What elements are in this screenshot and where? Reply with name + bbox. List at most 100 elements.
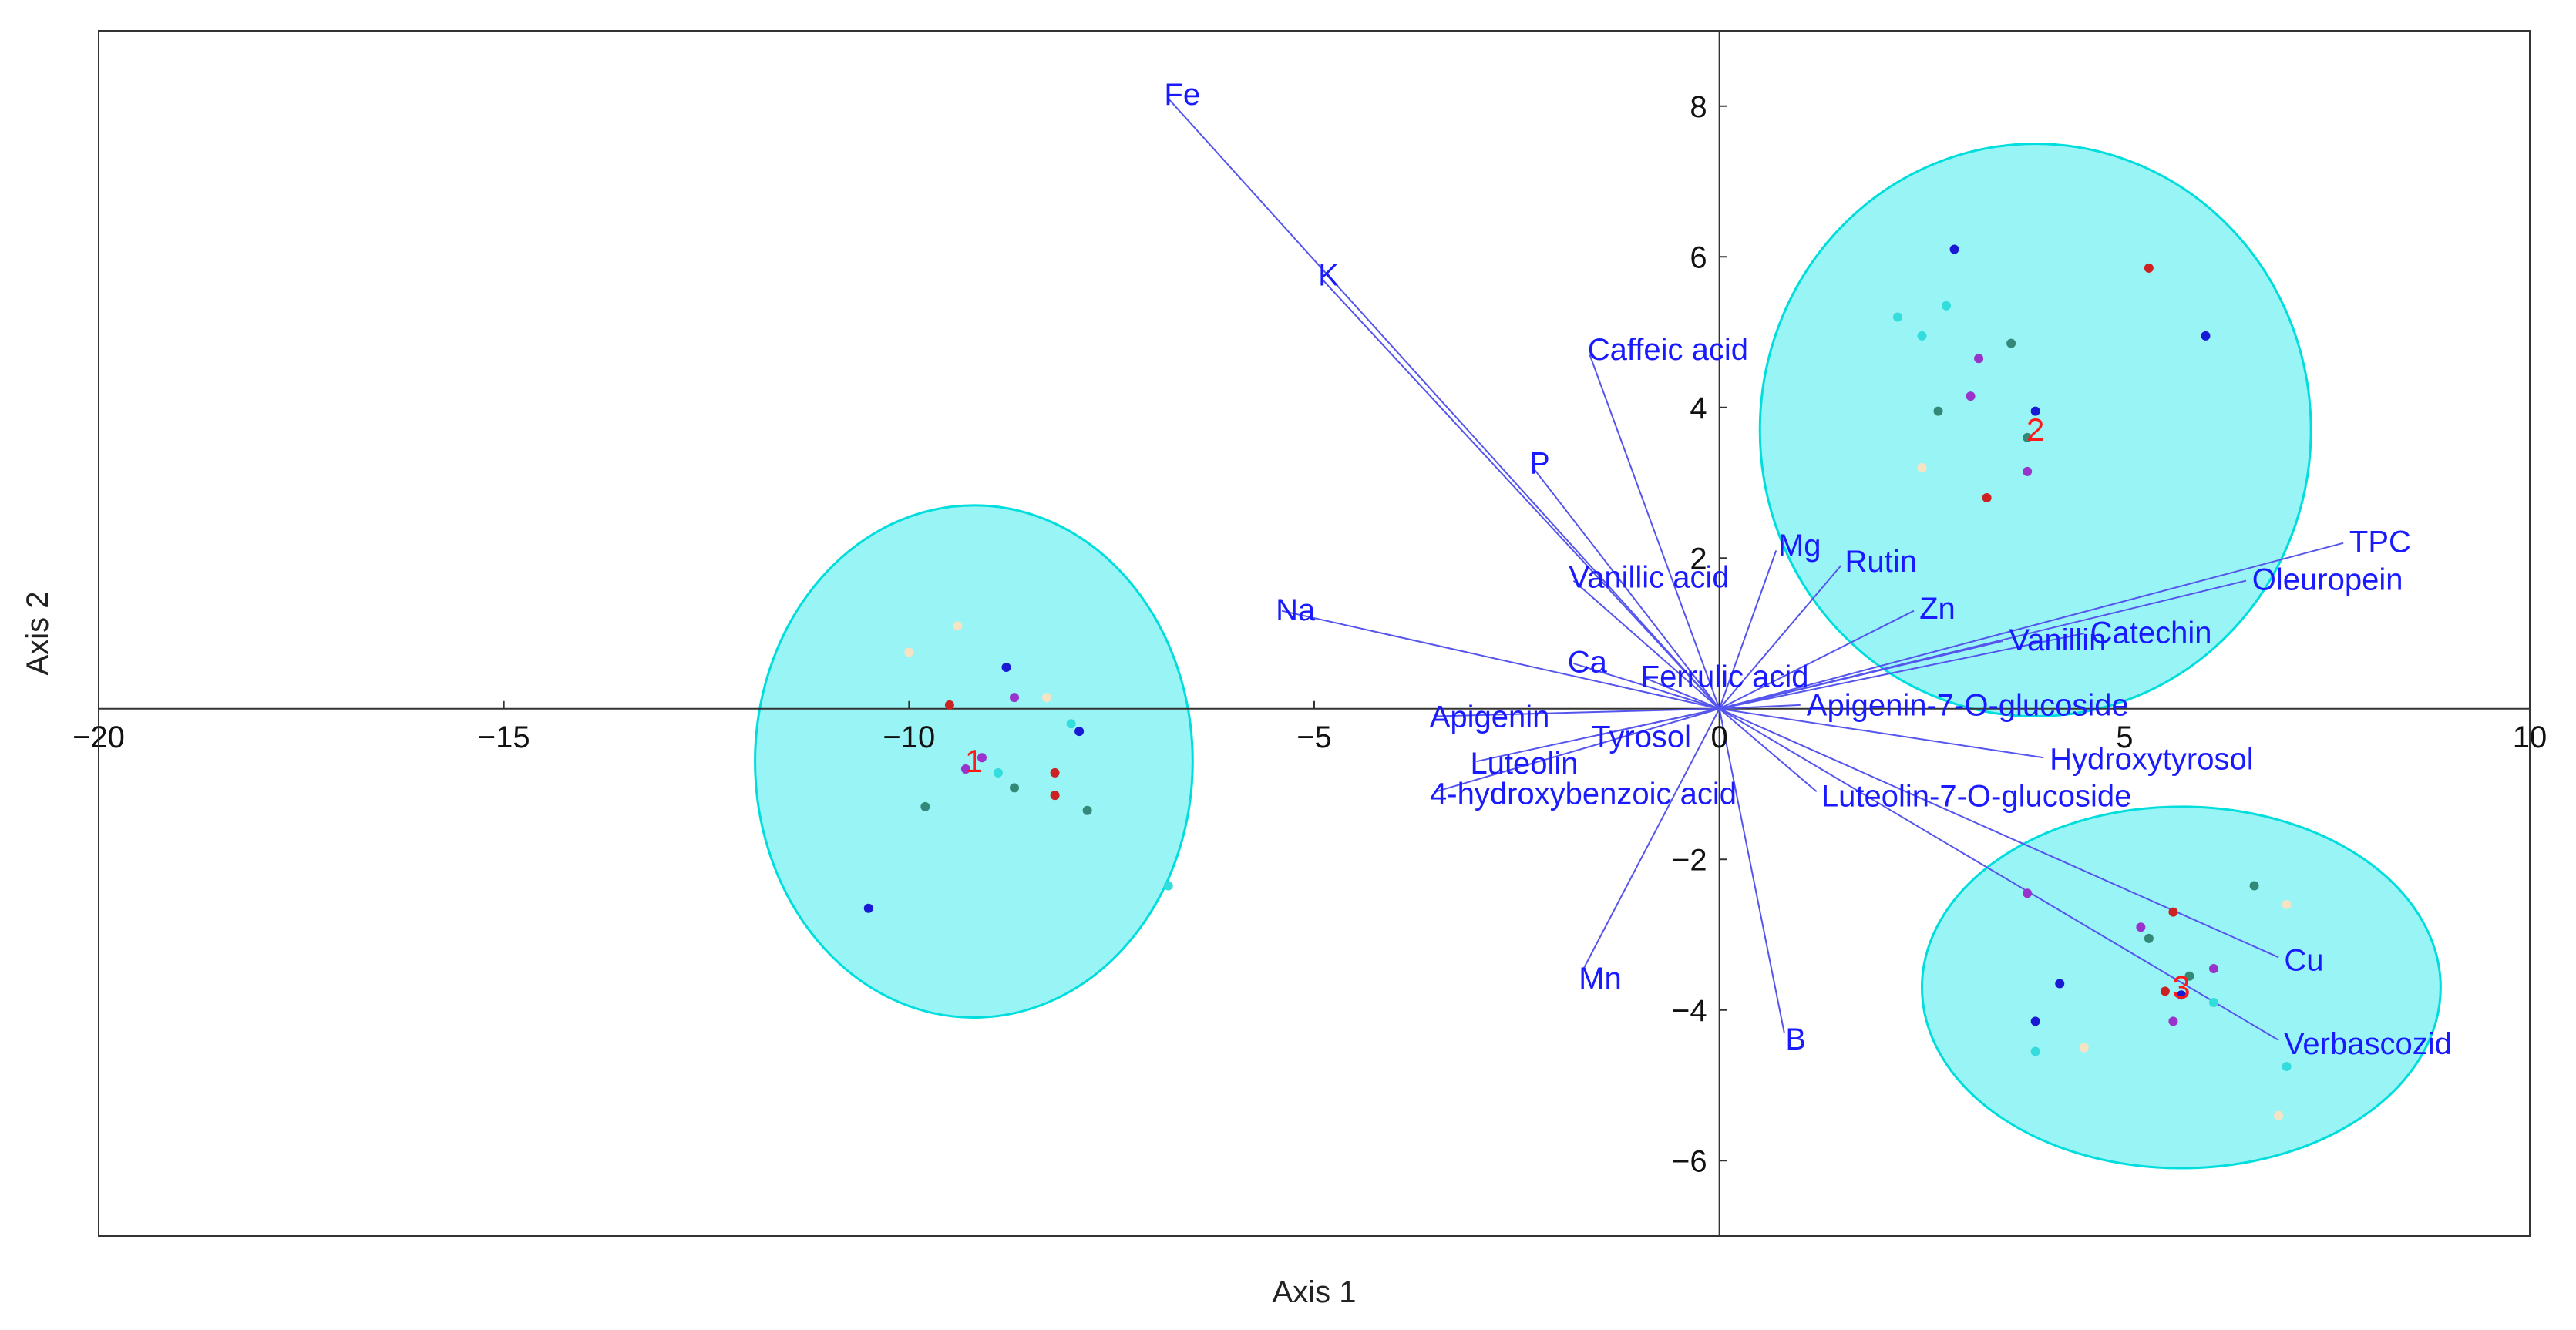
cluster-ellipses <box>754 143 2442 1170</box>
cluster-ellipse <box>754 504 1194 1019</box>
data-point <box>2208 963 2218 973</box>
vector-label: Zn <box>1919 592 1956 626</box>
data-point <box>2176 990 2186 1000</box>
data-point <box>1066 719 1076 729</box>
y-tick-label: 4 <box>1690 391 1707 425</box>
data-point <box>1050 791 1060 801</box>
data-point <box>1892 312 1902 322</box>
data-point <box>2055 979 2065 989</box>
loading-vector <box>1719 707 2279 1041</box>
data-point <box>1163 881 1173 891</box>
data-point <box>2282 899 2292 909</box>
vector-label: Na <box>1276 593 1316 627</box>
y-tick-label: 8 <box>1690 90 1707 124</box>
data-point <box>1010 783 1020 793</box>
data-point <box>1050 767 1060 778</box>
data-point <box>904 647 914 657</box>
vector-label: Apigenin-7-O-glucoside <box>1807 688 2129 722</box>
data-point <box>1966 391 1976 401</box>
x-tick-label: 5 <box>2116 720 2133 754</box>
vector-label: K <box>1318 259 1339 293</box>
cluster-label: 3 <box>2172 969 2190 1005</box>
data-point <box>2168 1016 2178 1026</box>
loading-vector <box>1718 550 1777 710</box>
vector-label: Mg <box>1778 529 1821 563</box>
vector-label: Tyrosol <box>1592 720 1691 754</box>
data-point <box>2136 922 2146 932</box>
x-tick-label: −10 <box>883 720 935 754</box>
y-tick-label: 6 <box>1690 240 1707 274</box>
data-point <box>1074 727 1085 737</box>
loading-vector <box>1719 707 2279 959</box>
data-point <box>2006 338 2016 348</box>
cluster-label: 2 <box>2026 411 2044 448</box>
vector-label: Ca <box>1568 646 1608 680</box>
loading-vector <box>1572 579 1720 710</box>
data-point <box>2208 997 2218 1007</box>
data-point <box>1974 354 1984 364</box>
loading-vector <box>1718 708 1785 1033</box>
data-point <box>2168 907 2178 917</box>
loading-vector <box>1435 707 1720 717</box>
data-point <box>960 764 970 774</box>
data-point <box>2079 1043 2089 1053</box>
data-point <box>2023 888 2033 898</box>
data-point <box>2023 432 2033 442</box>
cluster-label: 1 <box>965 743 983 779</box>
vector-labels: Fe K P Caffeic acid Vanillic acid Na Ca Ferruli… <box>1164 78 2451 1061</box>
data-point <box>1010 693 1020 703</box>
data-point <box>1082 805 1092 815</box>
data-point <box>944 700 954 710</box>
data-point <box>2030 1046 2040 1056</box>
data-point <box>1982 493 1992 503</box>
data-point <box>2030 406 2040 416</box>
loading-vector <box>1281 610 1720 710</box>
x-axis-title: Axis 1 <box>1273 1275 1357 1309</box>
vector-label: P <box>1529 447 1550 481</box>
vector-label: Verbascozid <box>2284 1027 2452 1061</box>
vector-label: Luteolin-7-O-glucoside <box>1821 779 2131 813</box>
data-point <box>2023 466 2033 476</box>
loading-vector <box>1589 354 1720 710</box>
y-tick-label: −6 <box>1672 1144 1707 1178</box>
data-point <box>1001 662 1011 672</box>
cluster-ellipse <box>1921 805 2442 1170</box>
y-tick-label: −2 <box>1672 843 1707 877</box>
data-point <box>1942 301 1952 311</box>
y-axis-title: Axis 2 <box>21 592 55 676</box>
loading-vector <box>1532 467 1720 710</box>
x-tick-label: −15 <box>478 720 530 754</box>
loading-vector <box>1719 542 2344 710</box>
vector-label: Cu <box>2284 944 2323 978</box>
vector-label: Catechin <box>2090 616 2212 650</box>
loading-vector <box>1435 707 1720 793</box>
plot-frame <box>98 30 2531 1237</box>
vector-label: Caffeic acid <box>1588 333 1748 367</box>
vector-label: Vanillin <box>2009 623 2106 657</box>
data-point <box>2160 986 2170 996</box>
vector-label: 4-hydroxybenzoic acid <box>1430 778 1737 811</box>
data-point <box>1933 406 1943 416</box>
vector-label: Apigenin <box>1430 700 1550 734</box>
data-point <box>1042 693 1052 703</box>
loading-vector <box>1719 704 1801 710</box>
loading-vector <box>1573 663 1720 710</box>
data-point <box>2249 881 2259 891</box>
loading-vector <box>1719 633 2084 710</box>
data-point <box>1917 331 1927 341</box>
cluster-ellipse <box>1758 143 2312 718</box>
data-point <box>2274 1110 2284 1120</box>
data-point <box>863 903 873 913</box>
vector-label: TPC <box>2349 526 2411 559</box>
score-points <box>863 244 2292 1120</box>
data-point <box>953 621 963 631</box>
vector-label: Rutin <box>1845 545 1917 579</box>
y-tick-label: −4 <box>1672 994 1707 1028</box>
vector-label: Oleuropein <box>2252 563 2403 597</box>
data-point <box>2144 263 2154 273</box>
vector-label: Vanillic acid <box>1569 560 1729 594</box>
loading-vector <box>1168 98 1720 710</box>
cluster-labels: 1 2 3 <box>965 411 2191 1005</box>
x-tick-label: 0 <box>1711 720 1728 754</box>
